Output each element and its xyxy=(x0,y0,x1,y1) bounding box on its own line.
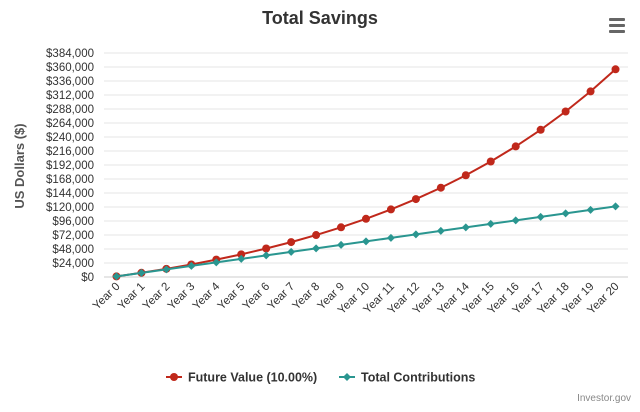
y-tick-label: $0 xyxy=(81,272,94,284)
data-point[interactable] xyxy=(386,233,395,242)
data-point[interactable] xyxy=(312,244,321,253)
y-tick-label: $336,000 xyxy=(46,76,94,88)
data-point[interactable] xyxy=(486,219,495,228)
x-tick-label: Year 2 xyxy=(141,281,173,313)
y-axis-label: US Dollars ($) xyxy=(12,123,27,208)
data-point[interactable] xyxy=(611,202,620,211)
legend-item-label[interactable]: Future Value (10.00%) xyxy=(188,371,317,385)
data-point[interactable] xyxy=(411,195,420,204)
data-point[interactable] xyxy=(262,251,271,260)
y-tick-label: $168,000 xyxy=(46,174,94,186)
data-point[interactable] xyxy=(586,87,595,96)
data-point[interactable] xyxy=(561,209,570,218)
data-point[interactable] xyxy=(461,223,470,232)
y-tick-label: $24,000 xyxy=(52,258,94,270)
data-point[interactable] xyxy=(112,272,121,281)
y-tick-label: $48,000 xyxy=(52,244,94,256)
data-point[interactable] xyxy=(586,205,595,214)
y-tick-label: $240,000 xyxy=(46,132,94,144)
data-point[interactable] xyxy=(536,212,545,221)
data-point[interactable] xyxy=(561,107,570,116)
data-point[interactable] xyxy=(312,231,321,240)
x-tick-label: Year 5 xyxy=(216,281,248,313)
data-point[interactable] xyxy=(237,250,246,259)
x-tick-label: Year 1 xyxy=(116,281,148,313)
data-point[interactable] xyxy=(212,258,221,267)
y-tick-label: $120,000 xyxy=(46,202,94,214)
data-point[interactable] xyxy=(411,230,420,239)
legend-marker xyxy=(343,373,351,381)
series-group xyxy=(112,65,620,281)
y-tick-label: $264,000 xyxy=(46,118,94,130)
x-tick-label: Year 0 xyxy=(91,281,123,313)
data-point[interactable] xyxy=(511,216,520,225)
data-point[interactable] xyxy=(611,65,620,74)
data-point[interactable] xyxy=(337,223,346,232)
grid-lines xyxy=(104,52,628,278)
y-tick-label: $384,000 xyxy=(46,48,94,60)
legend[interactable]: Future Value (10.00%) Total Contributions xyxy=(166,371,475,385)
hamburger-menu-icon[interactable] xyxy=(606,12,632,38)
y-tick-label: $216,000 xyxy=(46,146,94,158)
y-tick-label: $144,000 xyxy=(46,188,94,200)
x-tick-label: Year 8 xyxy=(291,281,323,313)
y-tick-label: $72,000 xyxy=(52,230,94,242)
data-point[interactable] xyxy=(386,205,395,214)
data-point[interactable] xyxy=(287,247,296,256)
data-point[interactable] xyxy=(137,268,146,277)
data-point[interactable] xyxy=(461,171,470,180)
x-tick-label: Year 7 xyxy=(266,281,298,313)
data-point[interactable] xyxy=(436,226,445,235)
data-point[interactable] xyxy=(362,214,370,223)
data-point[interactable] xyxy=(486,157,495,166)
y-tick-label: $360,000 xyxy=(46,62,94,74)
data-point[interactable] xyxy=(511,142,520,151)
credits-link[interactable]: Investor.gov xyxy=(577,393,631,404)
data-point[interactable] xyxy=(536,125,545,134)
y-axis: $0 $24,000 $48,000 $72,000 $96,000 $120,000 $1… xyxy=(46,48,94,284)
x-tick-label: Year 3 xyxy=(166,281,198,313)
data-point[interactable] xyxy=(237,254,246,263)
legend-item-label[interactable]: Total Contributions xyxy=(361,371,475,385)
y-tick-label: $288,000 xyxy=(46,104,94,116)
data-point[interactable] xyxy=(362,237,370,246)
y-tick-label: $192,000 xyxy=(46,160,94,172)
data-point[interactable] xyxy=(262,244,271,253)
data-point[interactable] xyxy=(436,183,445,192)
y-tick-label: $96,000 xyxy=(52,216,94,228)
x-tick-label: Year 6 xyxy=(241,281,273,313)
y-tick-label: $312,000 xyxy=(46,90,94,102)
data-point[interactable] xyxy=(337,240,346,249)
chart-title: Total Savings xyxy=(262,8,378,28)
data-point[interactable] xyxy=(187,261,196,270)
legend-marker xyxy=(170,373,178,381)
data-point[interactable] xyxy=(287,238,296,247)
data-point[interactable] xyxy=(162,265,171,274)
